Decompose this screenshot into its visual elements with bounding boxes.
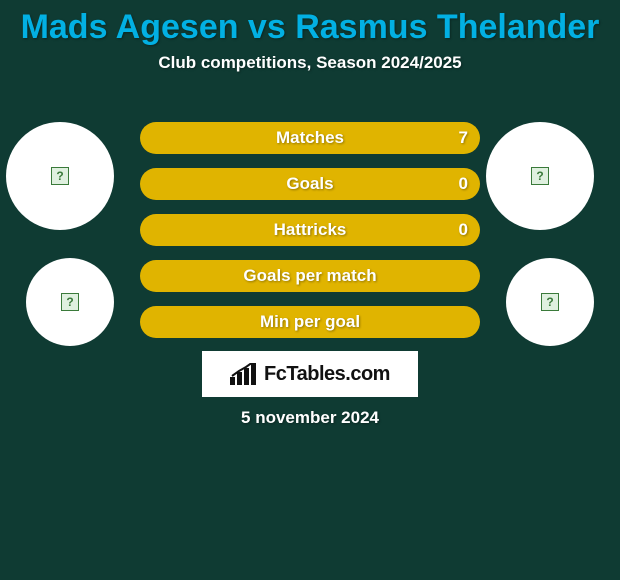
club2-avatar: ? <box>506 258 594 346</box>
stat-bar: Goals0 <box>140 168 480 200</box>
bar-label: Min per goal <box>140 312 480 332</box>
date-label: 5 november 2024 <box>0 408 620 428</box>
player1-avatar: ? <box>6 122 114 230</box>
stat-bar: Hattricks0 <box>140 214 480 246</box>
comparison-card: Mads Agesen vs Rasmus Thelander Club com… <box>0 0 620 580</box>
subtitle: Club competitions, Season 2024/2025 <box>0 53 620 73</box>
bar-value: 0 <box>459 220 468 240</box>
club1-avatar: ? <box>26 258 114 346</box>
placeholder-image-icon: ? <box>541 293 559 311</box>
bar-value: 0 <box>459 174 468 194</box>
bar-value: 7 <box>459 128 468 148</box>
placeholder-image-icon: ? <box>51 167 69 185</box>
bar-label: Hattricks <box>140 220 480 240</box>
bar-label: Goals per match <box>140 266 480 286</box>
stat-bar: Min per goal <box>140 306 480 338</box>
logo-text: FcTables.com <box>264 363 390 386</box>
stat-bar: Matches7 <box>140 122 480 154</box>
fctables-logo: FcTables.com <box>202 351 418 397</box>
bar-label: Goals <box>140 174 480 194</box>
stat-bar: Goals per match <box>140 260 480 292</box>
player2-avatar: ? <box>486 122 594 230</box>
placeholder-image-icon: ? <box>61 293 79 311</box>
page-title: Mads Agesen vs Rasmus Thelander <box>0 0 620 47</box>
stat-bars: Matches7Goals0Hattricks0Goals per matchM… <box>140 122 480 352</box>
placeholder-image-icon: ? <box>531 167 549 185</box>
bar-chart-icon <box>230 363 258 385</box>
bar-label: Matches <box>140 128 480 148</box>
